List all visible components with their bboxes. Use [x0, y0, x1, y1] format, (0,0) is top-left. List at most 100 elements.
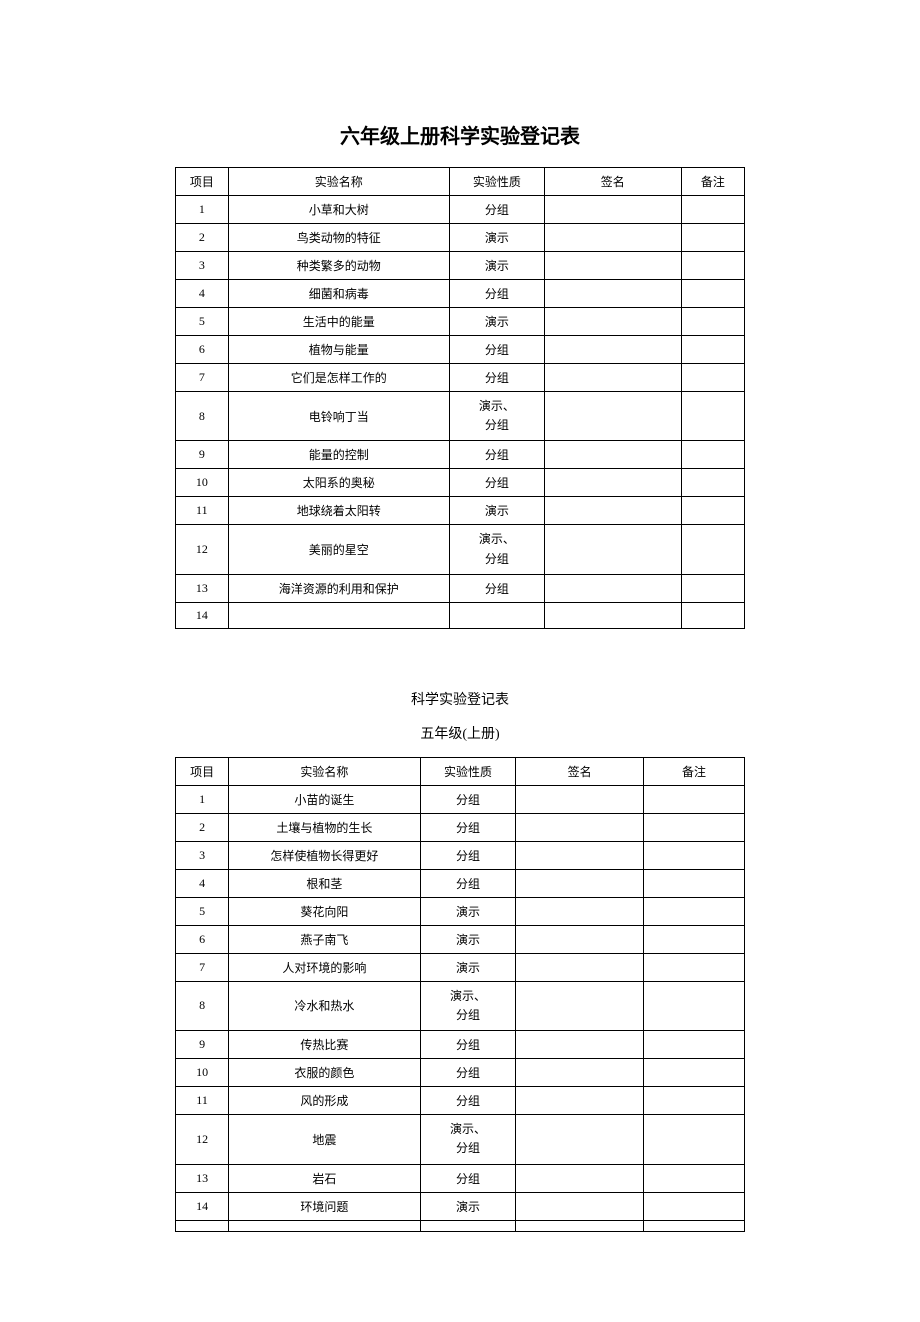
table-cell: 生活中的能量 [228, 308, 449, 336]
table-cell [544, 196, 681, 224]
table-cell: 3 [176, 841, 229, 869]
table-cell [544, 280, 681, 308]
table-cell: 1 [176, 785, 229, 813]
table-cell [544, 364, 681, 392]
table-cell: 岩石 [229, 1164, 420, 1192]
table-cell [516, 1059, 644, 1087]
table-2-body: 1小苗的诞生分组2土壤与植物的生长分组3怎样使植物长得更好分组4根和茎分组5葵花… [176, 785, 745, 1231]
table-cell: 海洋资源的利用和保护 [228, 574, 449, 602]
table-cell [643, 1164, 744, 1192]
table-cell: 电铃响丁当 [228, 392, 449, 441]
table-cell [544, 224, 681, 252]
table-cell [681, 252, 744, 280]
table-row: 8冷水和热水演示、分组 [176, 981, 745, 1030]
table-cell: 3 [176, 252, 229, 280]
table-cell: 燕子南飞 [229, 925, 420, 953]
table-cell [516, 841, 644, 869]
table-cell [516, 953, 644, 981]
table-cell [643, 869, 744, 897]
table-cell: 分组 [420, 1059, 516, 1087]
table-cell [544, 336, 681, 364]
table-row: 12地震演示、分组 [176, 1115, 745, 1164]
table-row: 1小草和大树分组 [176, 196, 745, 224]
table-cell: 土壤与植物的生长 [229, 813, 420, 841]
table-cell: 地震 [229, 1115, 420, 1164]
table-cell [643, 1059, 744, 1087]
table-cell: 14 [176, 602, 229, 628]
table-cell [544, 441, 681, 469]
table-cell: 演示、分组 [449, 392, 544, 441]
header-note: 备注 [681, 168, 744, 196]
table-cell [516, 925, 644, 953]
table-cell [681, 441, 744, 469]
table-row: 6燕子南飞演示 [176, 925, 745, 953]
header-type: 实验性质 [449, 168, 544, 196]
table-cell: 演示 [449, 252, 544, 280]
header-type: 实验性质 [420, 757, 516, 785]
header-name: 实验名称 [229, 757, 420, 785]
table-cell [643, 925, 744, 953]
table-cell: 传热比赛 [229, 1031, 420, 1059]
table-row: 5生活中的能量演示 [176, 308, 745, 336]
table-cell: 6 [176, 925, 229, 953]
table-cell: 13 [176, 1164, 229, 1192]
table-row: 6植物与能量分组 [176, 336, 745, 364]
table-cell [681, 574, 744, 602]
table-cell: 13 [176, 574, 229, 602]
table-cell: 衣服的颜色 [229, 1059, 420, 1087]
table-cell [681, 364, 744, 392]
table-cell: 6 [176, 336, 229, 364]
table-1-body: 1小草和大树分组2鸟类动物的特征演示3种类繁多的动物演示4细菌和病毒分组5生活中… [176, 196, 745, 629]
table-cell: 小苗的诞生 [229, 785, 420, 813]
table-cell [681, 308, 744, 336]
page-title-1: 六年级上册科学实验登记表 [175, 120, 745, 149]
table-row: 1小苗的诞生分组 [176, 785, 745, 813]
table-row: 9能量的控制分组 [176, 441, 745, 469]
table-cell: 环境问题 [229, 1192, 420, 1220]
header-number: 项目 [176, 757, 229, 785]
table-cell: 分组 [420, 841, 516, 869]
table-row: 14环境问题演示 [176, 1192, 745, 1220]
table-row: 10太阳系的奥秘分组 [176, 469, 745, 497]
table-row: 4细菌和病毒分组 [176, 280, 745, 308]
table-cell: 冷水和热水 [229, 981, 420, 1030]
table-cell [544, 252, 681, 280]
table-cell: 12 [176, 525, 229, 574]
table-cell: 它们是怎样工作的 [228, 364, 449, 392]
table-cell: 12 [176, 1115, 229, 1164]
table-cell: 演示 [420, 925, 516, 953]
table-cell: 2 [176, 224, 229, 252]
table-cell: 演示 [449, 497, 544, 525]
table-row: 11风的形成分组 [176, 1087, 745, 1115]
table-cell [643, 981, 744, 1030]
table-cell: 演示 [420, 897, 516, 925]
table-cell: 分组 [449, 574, 544, 602]
table-header-row: 项目 实验名称 实验性质 签名 备注 [176, 168, 745, 196]
table-cell: 7 [176, 953, 229, 981]
table-row: 12美丽的星空演示、分组 [176, 525, 745, 574]
table-cell: 1 [176, 196, 229, 224]
table-cell [516, 1220, 644, 1231]
table-cell [643, 953, 744, 981]
table-cell [643, 785, 744, 813]
table-cell [544, 308, 681, 336]
table-cell [681, 336, 744, 364]
table-cell [643, 1115, 744, 1164]
experiment-table-2: 项目 实验名称 实验性质 签名 备注 1小苗的诞生分组2土壤与植物的生长分组3怎… [175, 757, 745, 1232]
table-cell [228, 602, 449, 628]
table-cell [420, 1220, 516, 1231]
header-name: 实验名称 [228, 168, 449, 196]
table-cell [544, 497, 681, 525]
table-cell: 8 [176, 981, 229, 1030]
table-cell [544, 525, 681, 574]
table-cell: 根和茎 [229, 869, 420, 897]
table-cell [516, 981, 644, 1030]
table-cell [643, 897, 744, 925]
table-cell: 分组 [420, 1031, 516, 1059]
table-cell: 地球绕着太阳转 [228, 497, 449, 525]
table-cell [516, 869, 644, 897]
table-cell: 分组 [420, 813, 516, 841]
table-cell: 分组 [449, 441, 544, 469]
table-cell [681, 497, 744, 525]
table-cell: 分组 [420, 1164, 516, 1192]
